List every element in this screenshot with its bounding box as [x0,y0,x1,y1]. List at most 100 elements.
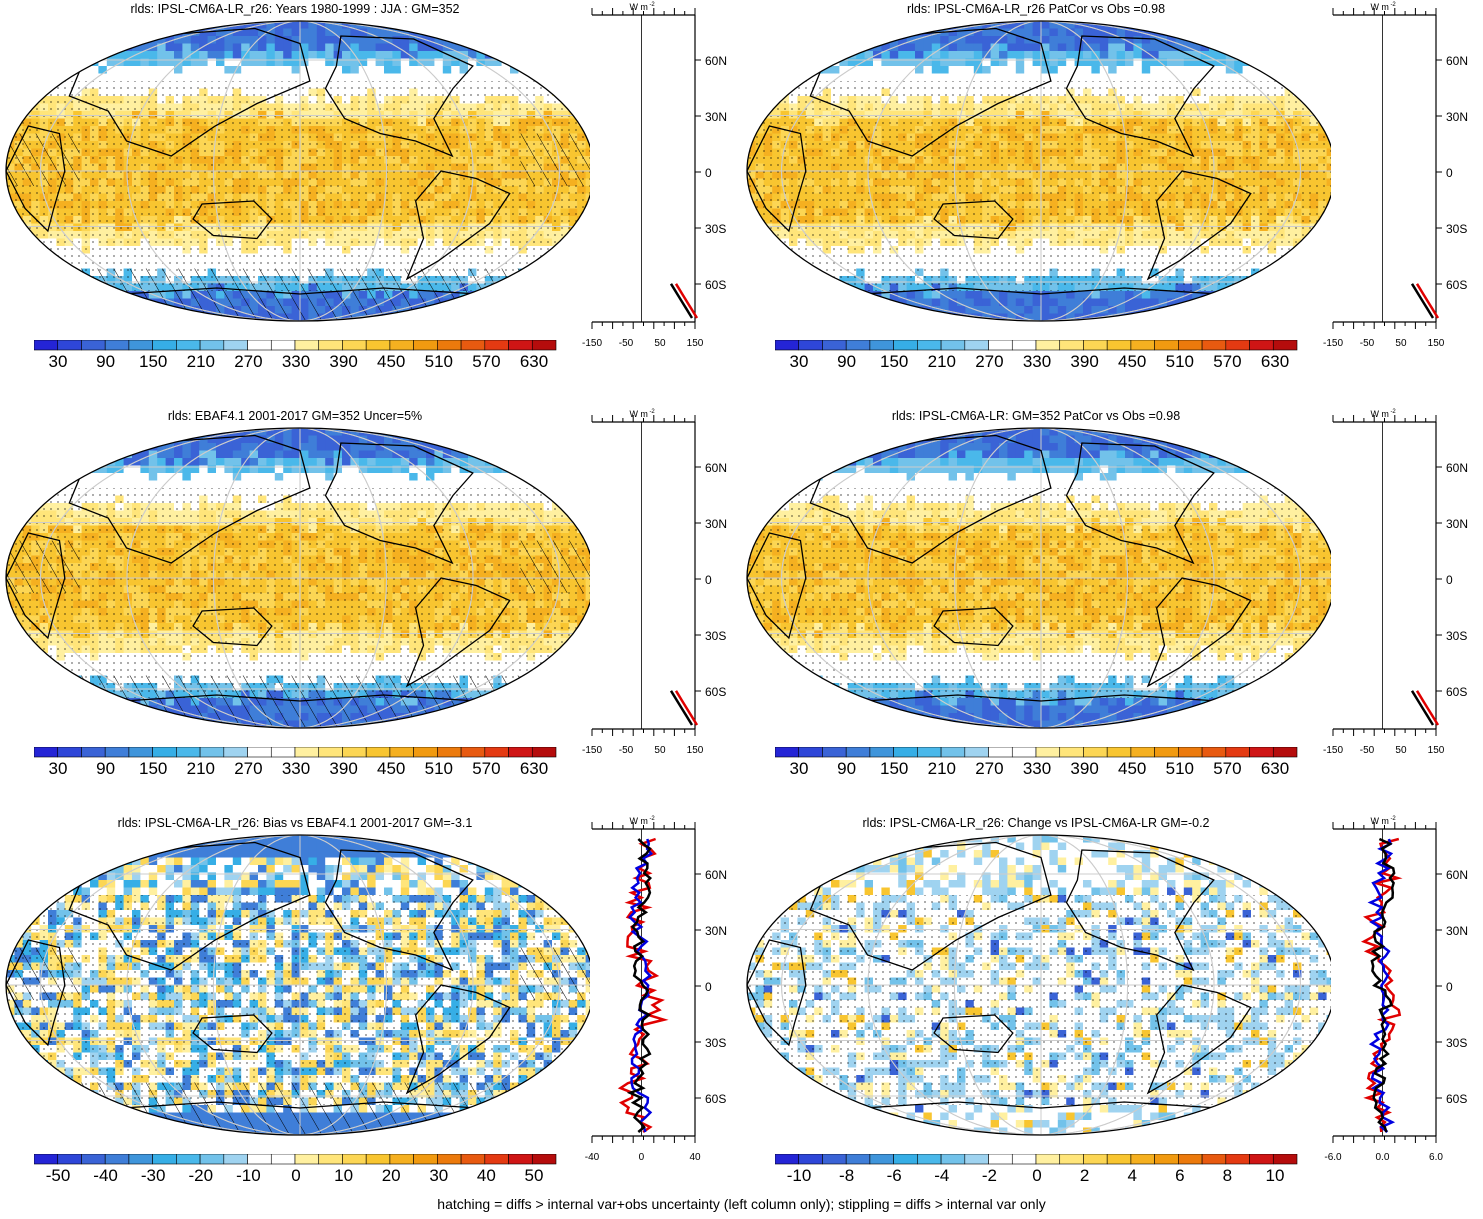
map-cell [1200,73,1210,82]
map-cell [847,58,857,67]
map-cell [417,58,427,67]
map-cell [493,36,503,45]
map-cell [931,58,941,67]
map-cell [552,261,561,270]
map-cell [6,36,15,45]
map-cell [300,36,309,45]
map-cell [1167,21,1176,30]
map-cell [384,28,393,37]
map-cell [755,73,765,82]
map-cell [1007,51,1017,60]
map-cell [81,276,91,285]
map-cell [459,298,469,307]
map-cell [772,51,782,60]
map-cell [39,313,49,321]
map-cell [132,73,141,82]
map-cell [434,73,444,82]
map-cell [797,36,807,45]
map-cell [1217,66,1227,75]
map-cell [174,36,183,45]
map-cell [831,73,840,82]
coastline [405,170,511,281]
map-cell [56,73,66,82]
map-cell [501,283,511,292]
map-cell [291,58,301,67]
map-cell [98,43,108,52]
map-cell [805,43,815,52]
map-cell [73,298,83,307]
map-cell [174,51,183,60]
map-cell [906,21,916,30]
map-cell [48,66,57,75]
colorbar-swatch [413,340,438,351]
map-cell [300,43,309,52]
map-cell [291,36,301,45]
map-cell [1133,28,1143,37]
map-cell [350,43,360,52]
map-cell [417,43,427,52]
map-cell [241,28,251,37]
map-cell [780,21,790,30]
map-cell [90,36,99,45]
map-cell [392,28,402,37]
map-cell [510,298,519,307]
map-cell [48,36,57,45]
map-cell [831,66,840,75]
map-cell [22,28,32,37]
map-cell [1041,28,1050,37]
map-cell [316,73,326,82]
map-cell [123,306,133,315]
map-cell [468,73,477,82]
map-cell [132,28,141,37]
map-cell [831,51,840,60]
map-cell [898,21,908,30]
map-cell [140,28,150,37]
map-cell [1234,28,1244,37]
map-cell [300,66,309,75]
profile-tick-label: 50 [654,338,666,349]
map-cell [552,298,561,307]
map-cell [39,73,49,82]
map-cell [906,51,916,60]
colorbar-labels: 30 90 150 210 270 330 390 450 510 570 630 [34,352,556,378]
map-cell [1293,66,1302,75]
map-cell [747,36,756,45]
map-cell [501,291,511,300]
map-cell [1066,28,1076,37]
map-cell [923,43,933,52]
map-cell [190,51,200,60]
map-cell [73,73,83,82]
map-cell [1293,36,1302,45]
map-cell [174,313,183,321]
map-cell [1024,21,1034,30]
map-cell [552,58,561,67]
map-cell [132,36,141,45]
map-cell [358,28,368,37]
map-cell [148,28,158,37]
map-cell [1091,73,1101,82]
map-cell [39,21,49,30]
colorbar-label: 510 [424,352,453,371]
map-cell [1175,51,1185,60]
map-cell [216,58,225,67]
map-cell [1066,73,1076,82]
map-cell [552,291,561,300]
map-cell [39,81,49,90]
map-cell [543,306,553,315]
map-cell [1251,51,1260,60]
map-cell [763,73,773,82]
map-cell [39,28,49,37]
map-cell [1301,66,1311,75]
map-cell [873,51,882,60]
map-cell [1267,43,1277,52]
map-cell [1217,21,1227,30]
map-cell [1007,73,1017,82]
map-cell [1183,58,1193,67]
map-cell [190,21,200,30]
map-cell [747,88,756,97]
map-cell [283,43,293,52]
map-cell [14,58,24,67]
map-cell [518,51,528,60]
map-cell [1083,36,1092,45]
